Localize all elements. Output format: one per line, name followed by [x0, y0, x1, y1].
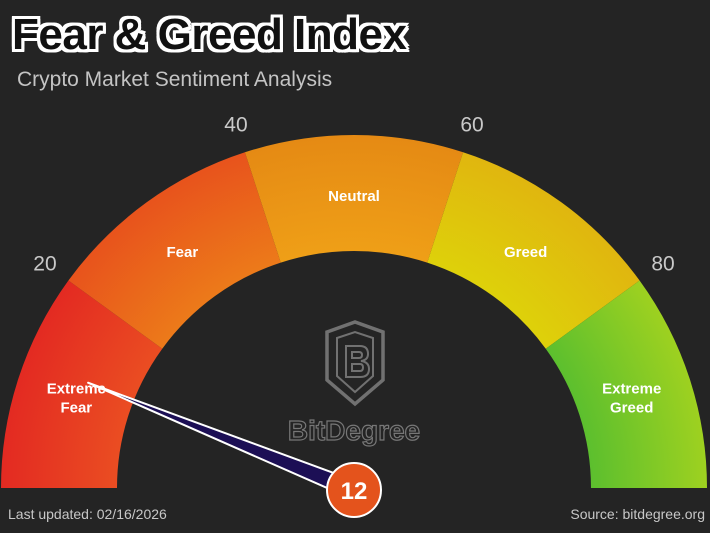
page-subtitle: Crypto Market Sentiment Analysis: [17, 68, 333, 91]
gauge-zone-neutral: [244, 135, 464, 263]
tick-label-60: 60: [460, 114, 483, 137]
tick-label-80: 80: [651, 252, 674, 275]
tick-label-40: 40: [224, 114, 247, 137]
gauge-zone-greed: [427, 152, 640, 349]
zone-label-fear: Fear: [167, 244, 199, 261]
last-updated: Last updated: 02/16/2026: [8, 506, 167, 522]
value-bubble: [326, 462, 382, 518]
bitdegree-watermark: BitDegree: [288, 415, 420, 446]
gauge-zone-extreme-greed: [545, 280, 707, 488]
bitdegree-logo-icon: [325, 320, 385, 407]
zone-label-greed: Greed: [504, 244, 547, 261]
page-title: Fear & Greed Index: [12, 10, 407, 59]
gauge-zone-extreme-fear: [1, 280, 163, 488]
gauge-zone-fear: [68, 152, 281, 349]
source-credit: Source: bitdegree.org: [570, 506, 705, 522]
zone-label-neutral: Neutral: [328, 188, 380, 205]
zone-label-extreme-greed: Extreme Greed: [602, 380, 661, 416]
gauge-value: 12: [341, 478, 368, 505]
tick-label-20: 20: [33, 252, 56, 275]
